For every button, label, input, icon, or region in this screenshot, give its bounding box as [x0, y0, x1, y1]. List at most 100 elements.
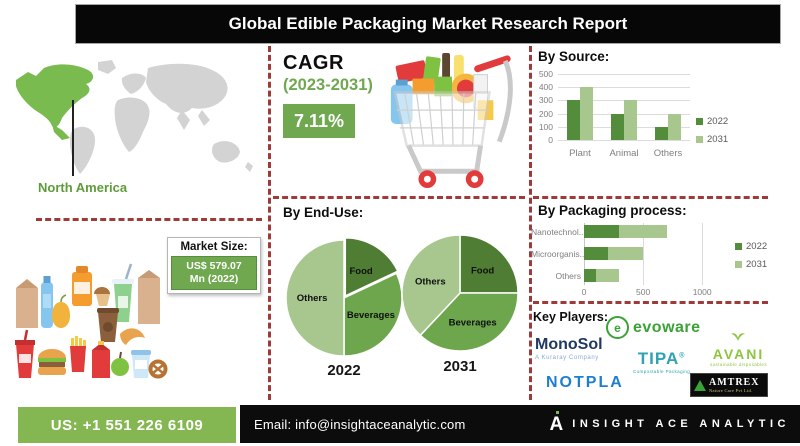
- bar-group-others: [655, 113, 681, 140]
- food-illustration: [15, 263, 168, 379]
- logo-notpla: NOTPLA: [546, 374, 624, 391]
- packaging-hbar-chart: 0 500 1000 Nanotechnol... Microorganis... Oth…: [530, 197, 798, 301]
- packaging-title: By Packaging process:: [538, 203, 687, 218]
- bar-2031-others: [668, 113, 681, 140]
- legend-label: 2022: [746, 241, 768, 252]
- bar-2031-plant: [580, 87, 593, 140]
- y-tick-label: 200: [538, 108, 553, 119]
- amtrex-icon: [694, 379, 706, 391]
- segment-2031: [595, 269, 620, 282]
- gridline: [643, 223, 645, 285]
- gridline: [702, 223, 704, 285]
- x-tick-label: 1000: [692, 287, 712, 297]
- pie-label-others: Others: [297, 293, 328, 304]
- logo-avani: AVANI sustainable disposables: [710, 328, 767, 367]
- pie-slice-food: [459, 234, 519, 294]
- logo-amtrex: AMTREX Nature Care Pvt Ltd.: [690, 373, 768, 397]
- divider-horizontal-right-2: [533, 301, 768, 304]
- pie-label-beverages: Beverages: [347, 310, 395, 321]
- logo-monosol: MonoSol A Kuraray Company: [535, 336, 603, 361]
- divider-vertical-left: [268, 46, 271, 400]
- footer-bar: Email: info@insightaceanalytic.com A INS…: [240, 405, 800, 443]
- bar-2022-others: [655, 126, 668, 140]
- cagr-period: (2023-2031): [283, 76, 373, 94]
- pie-year-label-2031: 2031: [443, 358, 477, 375]
- legend-swatch: [696, 118, 703, 125]
- segment-2031: [607, 247, 644, 260]
- pie-chart-2031: Food Beverages Others: [399, 232, 521, 359]
- footer-brand: A INSIGHT ACE ANALYTIC: [550, 410, 790, 434]
- bar-2022-plant: [567, 100, 580, 140]
- report-title-bar: Global Edible Packaging Market Research …: [75, 4, 781, 44]
- bar-group-plant: [567, 87, 593, 140]
- region-label: North America: [38, 180, 128, 195]
- packaging-legend: 2022 2031: [735, 241, 767, 277]
- pie-slice-beverages: [343, 272, 403, 357]
- gridline: [558, 74, 690, 75]
- end-use-title: By End-Use:: [283, 205, 364, 220]
- market-size-box: Market Size: US$ 579.07 Mn (2022): [167, 237, 261, 294]
- footer-email: Email: info@insightaceanalytic.com: [254, 416, 466, 432]
- legend-label: 2022: [707, 116, 729, 127]
- legend-swatch: [696, 136, 703, 143]
- brand-logo-icon: A: [550, 410, 563, 434]
- gridline: [558, 140, 690, 141]
- gridline: [558, 87, 690, 89]
- segment-2031: [619, 225, 667, 238]
- segment-2022: [584, 269, 596, 282]
- pie-slice-beverages: [419, 292, 519, 352]
- source-title: By Source:: [538, 49, 610, 64]
- x-tick-label: 500: [635, 287, 651, 297]
- logo-tipa: TIPA® Compostable Packaging: [633, 349, 691, 374]
- pie-slice-food: [344, 237, 399, 298]
- map-region-north-america: [16, 64, 94, 140]
- segment-2022: [584, 247, 608, 260]
- bar-group-animal: [611, 100, 637, 140]
- avani-leaf-icon: [731, 333, 746, 341]
- pie-slice-others: [401, 234, 461, 337]
- bar-2022-animal: [611, 113, 624, 140]
- cagr-heading: CAGR: [283, 52, 344, 74]
- region-pointer-line: [72, 100, 74, 176]
- divider-horizontal-left: [36, 218, 262, 221]
- legend-item-2022: 2022: [735, 241, 767, 252]
- bar-2031-animal: [624, 100, 637, 140]
- y-tick-label: 300: [538, 95, 553, 106]
- divider-vertical-right: [529, 46, 532, 400]
- pie-year-label-2022: 2022: [327, 362, 361, 379]
- cagr-value: 7.11%: [283, 104, 355, 138]
- source-plot-area: [558, 74, 690, 141]
- pie-label-beverages: Beverages: [449, 317, 497, 328]
- y-tick-label: 100: [538, 121, 553, 132]
- evoware-icon: e: [606, 316, 629, 339]
- legend-label: 2031: [746, 259, 768, 270]
- x-category-label: Plant: [569, 148, 591, 159]
- divider-horizontal-right-1: [533, 196, 768, 199]
- legend-item-2022: 2022: [696, 116, 728, 127]
- legend-item-2031: 2031: [735, 259, 767, 270]
- source-bar-chart: 0 100 200 300 400 500 Plant Animal Others 2022 203…: [530, 46, 798, 196]
- source-legend: 2022 2031: [696, 116, 728, 152]
- world-map: [16, 60, 253, 174]
- category-label: Microorganis...: [531, 249, 587, 259]
- divider-horizontal-center: [273, 196, 525, 199]
- x-tick-label: 0: [581, 287, 587, 297]
- category-label: Nanotechnol...: [531, 227, 586, 237]
- y-tick-label: 0: [548, 135, 553, 145]
- market-size-value: US$ 579.07 Mn (2022): [171, 256, 257, 290]
- logo-evoware: e evoware: [606, 316, 701, 339]
- segment-2022: [584, 225, 620, 238]
- market-size-heading: Market Size:: [180, 241, 248, 253]
- pie-label-food: Food: [349, 266, 372, 277]
- x-category-label: Others: [653, 148, 683, 159]
- shopping-cart-illustration: [390, 52, 513, 189]
- y-tick-label: 400: [538, 82, 553, 93]
- pie-label-others: Others: [415, 276, 446, 287]
- legend-swatch: [735, 243, 742, 250]
- x-category-label: Animal: [609, 148, 639, 159]
- legend-swatch: [735, 261, 742, 268]
- pie-chart-2022: Food Beverages Others: [283, 237, 405, 364]
- report-title: Global Edible Packaging Market Research …: [228, 14, 628, 33]
- legend-label: 2031: [707, 134, 729, 145]
